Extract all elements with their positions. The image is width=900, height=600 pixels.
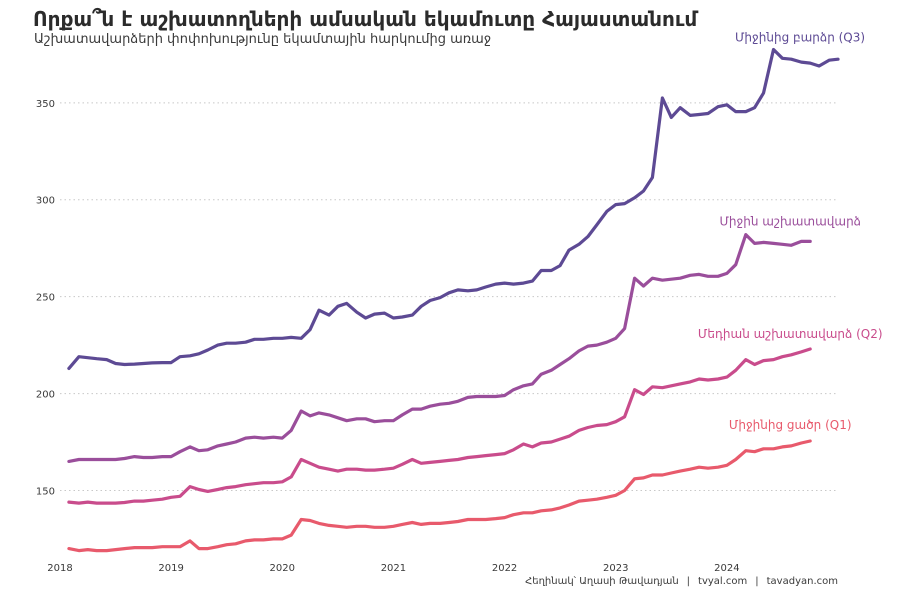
y-tick-label: 150: [36, 486, 55, 497]
y-tick-label: 350: [36, 99, 55, 110]
caption: Հեղինակ՝ Աղասի Թավադյան | tvyal.com | tavady…: [525, 576, 838, 587]
y-tick-label: 200: [36, 390, 55, 401]
caption-author: Հեղինակ՝ Աղասի Թավադյան: [525, 576, 679, 587]
series-labels: Միջինից բարձր (Q3) Միջին աշխատավարձ Մեդիան…: [698, 31, 883, 433]
caption-separator: |: [686, 576, 691, 587]
series-line-3: [67, 347, 812, 505]
series-line-1: [67, 47, 840, 370]
series-line-2: [67, 233, 812, 463]
x-tick-label: 2018: [47, 563, 72, 574]
series-label-4: Միջինից ցածր (Q1): [729, 418, 852, 432]
x-tick-label: 2022: [492, 563, 517, 574]
caption-site-tavadyan: tavadyan.com: [766, 576, 838, 587]
y-tick-label: 250: [36, 293, 55, 304]
series-label-2: Միջին աշխատավարձ: [719, 215, 861, 229]
x-tick-label: 2024: [714, 563, 739, 574]
y-tick-label: 300: [36, 196, 55, 207]
x-tick-label: 2020: [270, 563, 295, 574]
x-tick-label: 2023: [603, 563, 628, 574]
x-tick-label: 2021: [381, 563, 406, 574]
axis-tick-labels: 150 200 250 300 350 2018 2019 2020 2021 2022 2023 2…: [36, 99, 740, 574]
chart-title: Որքա՞ն է աշխատողների ամսական եկամուտը Հա…: [33, 7, 698, 31]
chart-subtitle: Աշխատավարձերի փոփոխությունը եկամտային հա…: [34, 32, 492, 47]
series-lines: [67, 47, 840, 553]
series-line-4: [67, 439, 812, 553]
caption-site-tvyal: tvyal.com: [698, 576, 748, 587]
caption-separator: |: [755, 576, 759, 587]
series-label-3: Մեդիան աշխատավարձ (Q2): [698, 327, 883, 341]
series-label-1: Միջինից բարձր (Q3): [735, 31, 865, 45]
gridlines: [60, 102, 838, 491]
x-tick-label: 2019: [158, 563, 183, 574]
